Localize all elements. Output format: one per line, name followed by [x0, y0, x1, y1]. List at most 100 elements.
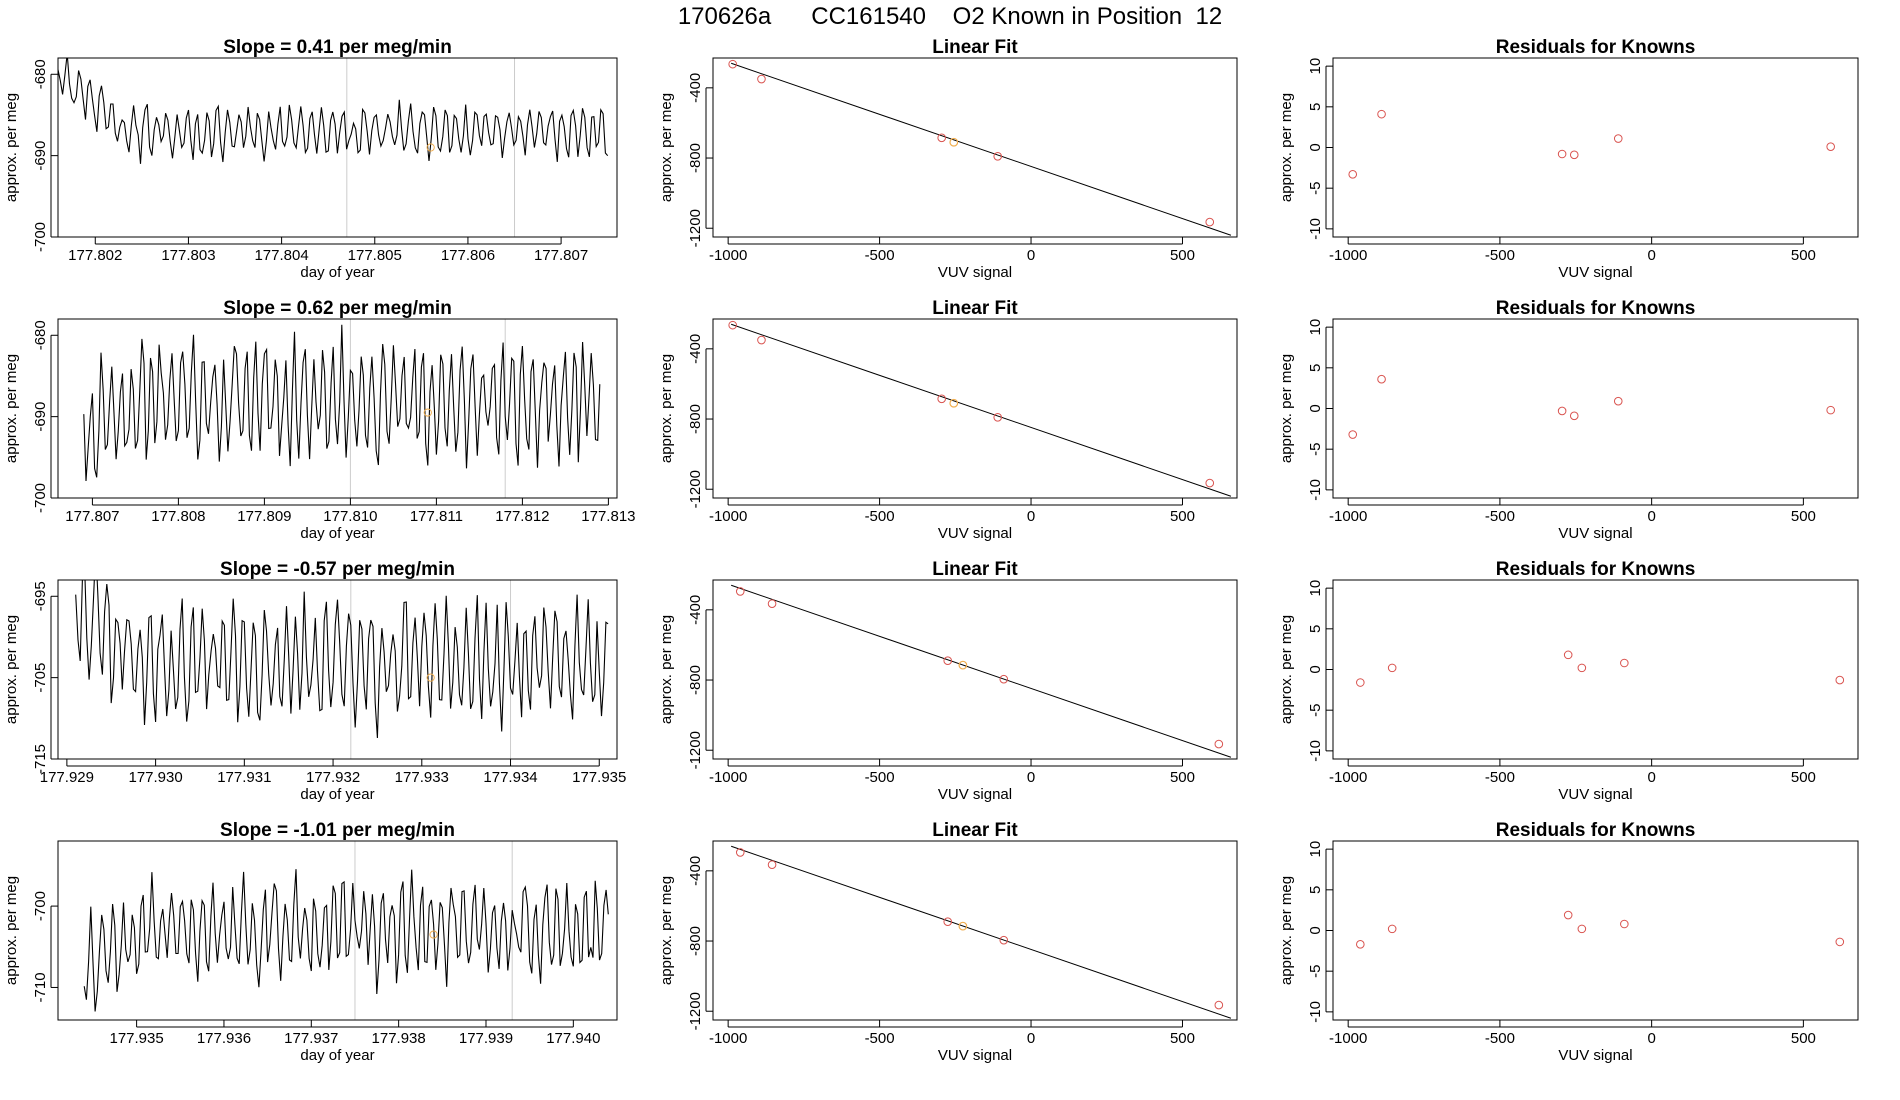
y-tick-label: -710: [32, 972, 49, 1002]
y-axis-label: approx. per meg: [1278, 615, 1295, 724]
plot-frame: [1332, 840, 1859, 1021]
x-tick-label: -1000: [709, 1030, 747, 1047]
y-tick-label: -800: [687, 143, 704, 173]
x-tick-label: 177.803: [161, 247, 215, 264]
y-tick-label: 10: [1307, 58, 1324, 75]
fit-line: [731, 62, 1232, 236]
y-axis-label: approx. per meg: [658, 876, 675, 985]
x-tick-label: 177.938: [372, 1030, 426, 1047]
x-tick-label: -500: [1485, 769, 1515, 786]
data-point: [1557, 149, 1567, 159]
x-tick-label: -1000: [709, 508, 747, 525]
y-tick-label: -715: [32, 744, 49, 774]
data-point: [757, 335, 766, 345]
panel-title: Linear Fit: [932, 559, 1018, 580]
data-point: [1569, 411, 1579, 421]
panel-r4-c1: Slope = -1.01 per meg/min 177.935 177.936 1…: [3, 820, 618, 1064]
panel-r3-c3: Residuals for Knowns -1000 -500 0 500 -10 -5 0 5…: [1278, 559, 1859, 803]
x-axis-label: VUV signal: [1558, 525, 1632, 542]
y-tick-label: -700: [32, 483, 49, 513]
y-tick-label: 0: [1307, 404, 1324, 412]
data-point: [728, 320, 737, 330]
highlight-point: [949, 398, 959, 408]
x-tick-label: 177.936: [197, 1030, 251, 1047]
y-tick-label: 5: [1307, 364, 1324, 372]
x-tick-label: 0: [1647, 508, 1655, 525]
x-tick-label: 177.929: [40, 769, 94, 786]
x-tick-label: -500: [865, 769, 895, 786]
panel-title: Linear Fit: [932, 37, 1018, 58]
plot-frame: [1332, 57, 1859, 238]
plot-area: [83, 319, 601, 498]
x-tick-label: 177.932: [306, 769, 360, 786]
data-point: [1377, 109, 1386, 119]
data-point: [943, 656, 953, 666]
panel-r1-c2: Linear Fit -1000 -500 0 500 -1200 -800 -400 VUV …: [658, 37, 1238, 281]
data-point: [767, 860, 777, 869]
x-tick-label: 0: [1647, 247, 1655, 264]
y-axis-label: approx. per meg: [3, 354, 20, 463]
x-tick-label: -500: [865, 508, 895, 525]
x-axis-label: day of year: [300, 1047, 374, 1064]
y-tick-label: -690: [32, 402, 49, 432]
data-point: [1613, 134, 1623, 143]
data-point: [1620, 919, 1629, 929]
x-tick-label: -1000: [1329, 508, 1367, 525]
panel-r2-c1: Slope = 0.62 per meg/min 177.807 177.808 17…: [3, 298, 636, 542]
panel-title: Residuals for Knowns: [1496, 559, 1696, 580]
highlight-point: [426, 143, 435, 152]
y-axis-label: approx. per meg: [3, 93, 20, 202]
data-point: [1377, 374, 1386, 384]
x-tick-label: 177.939: [459, 1030, 513, 1047]
data-point: [1205, 478, 1215, 488]
x-axis-label: day of year: [300, 786, 374, 803]
x-tick-label: 177.940: [546, 1030, 600, 1047]
y-tick-label: 0: [1307, 926, 1324, 934]
data-point: [937, 133, 946, 143]
data-point: [1613, 396, 1623, 406]
x-tick-label: -1000: [709, 769, 747, 786]
x-tick-label: 177.808: [151, 508, 205, 525]
y-tick-label: -5: [1307, 965, 1324, 978]
y-tick-label: -700: [32, 891, 49, 921]
x-axis-label: VUV signal: [938, 1047, 1012, 1064]
y-axis-label: approx. per meg: [1278, 93, 1295, 202]
y-axis-label: approx. per meg: [3, 615, 20, 724]
x-tick-label: 177.811: [410, 508, 463, 525]
x-tick-label: -1000: [1329, 1030, 1367, 1047]
x-tick-label: 177.805: [348, 247, 402, 264]
panel-title: Residuals for Knowns: [1496, 298, 1696, 319]
plot-area: [728, 320, 1232, 497]
panel-title: Residuals for Knowns: [1496, 820, 1696, 841]
data-point: [1205, 217, 1215, 227]
data-point: [993, 412, 1003, 422]
plot-area: [58, 58, 609, 237]
plot-area: [1356, 910, 1845, 949]
x-tick-label: 0: [1027, 247, 1035, 264]
x-axis-label: VUV signal: [1558, 264, 1632, 281]
x-tick-label: -1000: [709, 247, 747, 264]
panel-title: Linear Fit: [932, 298, 1018, 319]
panel-r3-c2: Linear Fit -1000 -500 0 500 -1200 -800 -400 VUV …: [658, 559, 1238, 803]
x-tick-label: 177.810: [323, 508, 377, 525]
panel-title: Slope = 0.41 per meg/min: [223, 37, 452, 58]
x-tick-label: 0: [1027, 769, 1035, 786]
data-point: [993, 151, 1003, 161]
plot-frame: [712, 579, 1238, 760]
y-tick-label: -705: [32, 663, 49, 693]
panel-r1-c1: Slope = 0.41 per meg/min 177.802 177.803 17…: [3, 37, 618, 281]
y-tick-label: -10: [1307, 218, 1324, 240]
y-tick-label: -800: [687, 404, 704, 434]
panel-r2-c2: Linear Fit -1000 -500 0 500 -1200 -800 -400 VUV …: [658, 298, 1238, 542]
page-title: 170626a CC161540 O2 Known in Position 12: [677, 3, 1223, 30]
panel-r2-c3: Residuals for Knowns -1000 -500 0 500 -10 -5 0 5…: [1278, 298, 1859, 542]
x-tick-label: -500: [1485, 508, 1515, 525]
y-tick-label: -10: [1307, 479, 1324, 501]
x-tick-label: -1000: [1329, 247, 1367, 264]
x-axis-label: VUV signal: [1558, 786, 1632, 803]
fit-line: [731, 323, 1232, 497]
x-tick-label: -500: [1485, 1030, 1515, 1047]
series-trace: [83, 324, 601, 482]
y-tick-label: -10: [1307, 1001, 1324, 1023]
x-tick-label: 177.931: [217, 769, 271, 786]
